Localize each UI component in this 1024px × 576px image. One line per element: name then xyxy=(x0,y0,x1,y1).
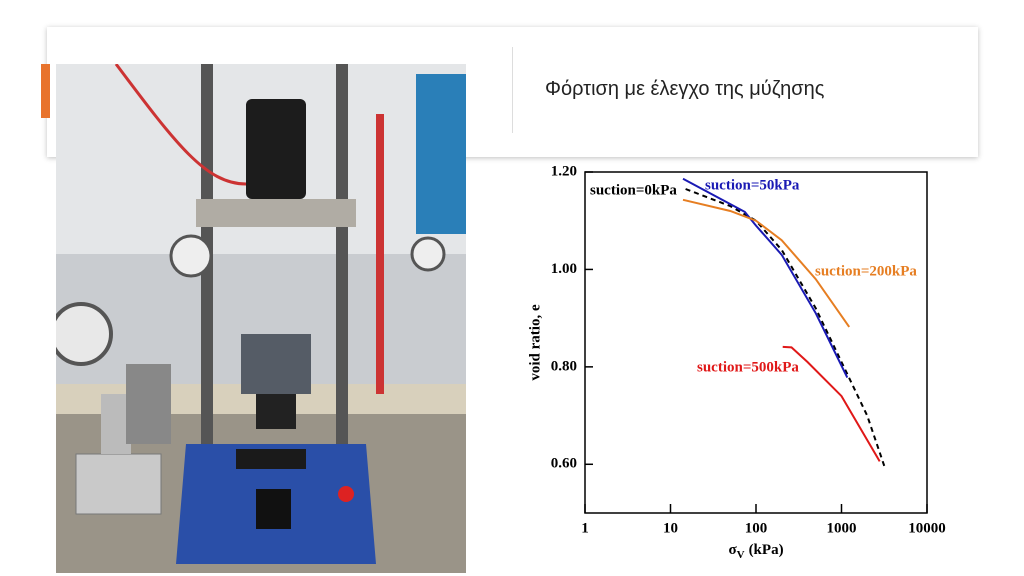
x-tick-label: 1000 xyxy=(827,520,857,536)
accent-bar xyxy=(41,64,50,118)
y-tick-label: 0.60 xyxy=(551,456,577,472)
series-line xyxy=(682,177,849,379)
x-tick-label: 10 xyxy=(663,520,678,536)
x-axis-label: σV (kPa) xyxy=(728,542,783,560)
divider xyxy=(512,47,513,133)
series-label: suction=0kPa xyxy=(590,182,677,198)
y-axis-label: void ratio, e xyxy=(527,304,543,381)
x-tick-label: 100 xyxy=(745,520,768,536)
photo xyxy=(56,64,466,573)
x-label-unit: (kPa) xyxy=(749,542,784,558)
series-label: suction=500kPa xyxy=(697,359,799,375)
x-label-subscript: V xyxy=(737,549,745,561)
series-label: suction=200kPa xyxy=(815,263,917,279)
slide-title: Φόρτιση με έλεγχο της μύζησης xyxy=(545,78,825,100)
chart: 0.60 0.80 1.00 1.20 1 10 100 1000 10000 σV (kPa) vo… xyxy=(527,163,946,560)
x-tick-label: 1 xyxy=(581,520,589,536)
plot-frame xyxy=(584,171,928,514)
y-tick-label: 1.20 xyxy=(551,163,577,179)
series-line xyxy=(782,345,881,462)
series-line xyxy=(685,188,886,468)
series-label: suction=50kPa xyxy=(705,177,800,193)
x-tick-label: 10000 xyxy=(908,520,946,536)
series-line xyxy=(682,198,851,328)
y-tick-label: 1.00 xyxy=(551,261,577,277)
y-tick-label: 0.80 xyxy=(551,358,577,374)
x-label-symbol: σ xyxy=(728,542,737,558)
